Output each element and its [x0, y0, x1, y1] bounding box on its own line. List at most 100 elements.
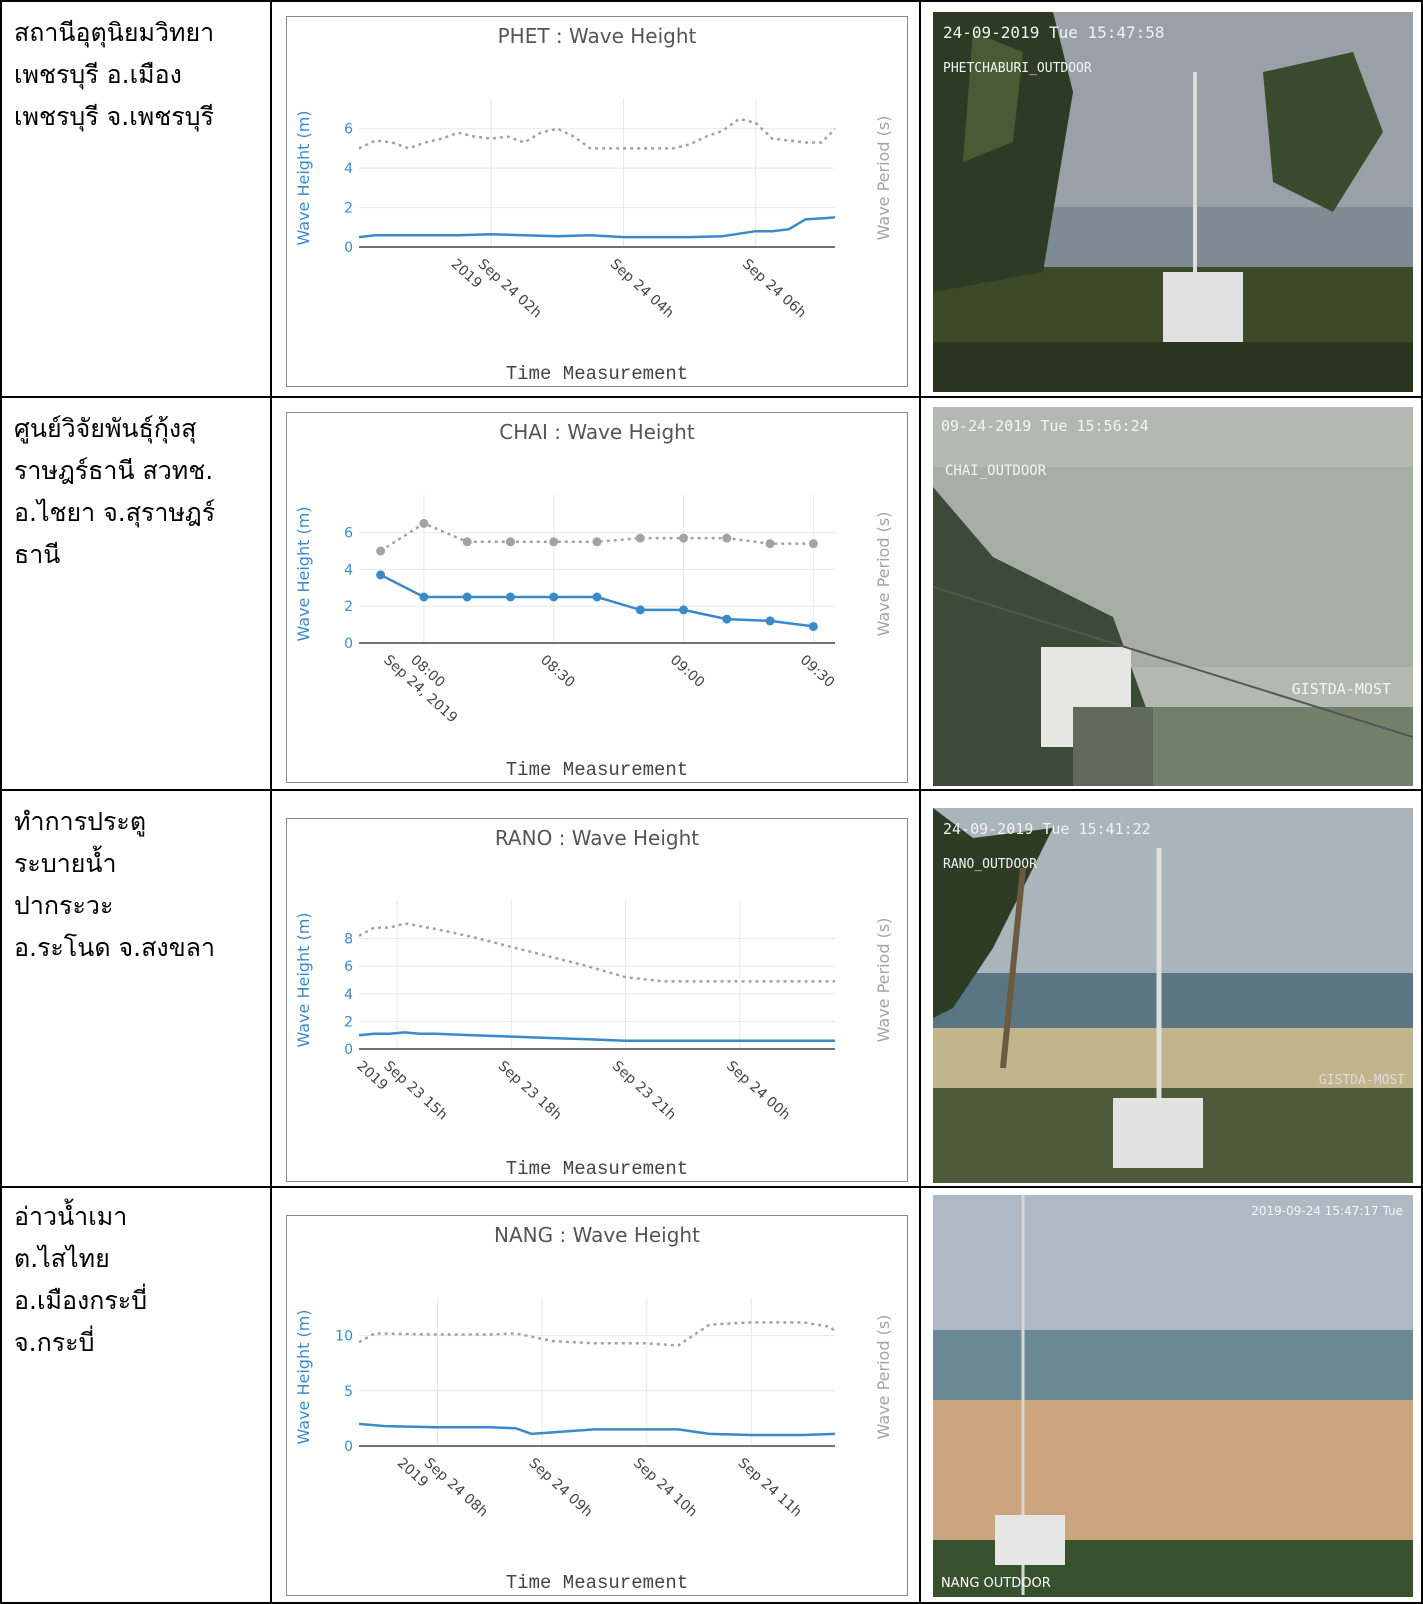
wave-period-line	[358, 922, 835, 983]
table-border-right	[1421, 0, 1423, 1604]
column-divider	[270, 0, 272, 1604]
y-tick-label: 2	[344, 1014, 353, 1030]
y-tick-label: 2	[344, 201, 353, 217]
table-border-top	[0, 0, 1423, 2]
station-label: สถานีอุตุนิยมวิทยา เพชรบุรี อ.เมือง เพชร…	[14, 18, 215, 131]
row-divider	[0, 789, 1423, 791]
y-axis-label: Wave Height (m)	[294, 912, 313, 1047]
height-point	[635, 605, 645, 615]
table-border-bottom	[0, 1602, 1423, 1604]
station-label: ศูนย์วิจัยพันธุ์กุ้งสุ ราษฎร์ธานี สวทช. …	[14, 414, 216, 569]
y-tick-label: 0	[344, 1439, 353, 1455]
height-point	[549, 592, 559, 602]
camera-caption: NANG OUTDOOR	[941, 1576, 1051, 1591]
column-divider	[919, 0, 921, 1604]
period-point	[462, 537, 472, 547]
x-axis-label: Time Measurement	[506, 1572, 688, 1594]
station-label: ทำการประตู ระบายน้ำ ปากระวะ อ.ระโนด จ.สง…	[14, 807, 216, 962]
x-tick-label-line: Sep 24 00h	[723, 1058, 793, 1123]
x-tick-label: Sep 24 11h	[735, 1455, 805, 1520]
wave-chart-phet: PHET : Wave Height 0 2 4 6 Wave Height (m) Wav…	[286, 16, 908, 387]
camera-timestamp: 2019-09-24 15:47:17 Tue	[1251, 1204, 1403, 1218]
row-divider	[0, 396, 1423, 398]
camera-image: 09-24-2019 Tue 15:56:24 CHAI_OUTDOOR GIS…	[933, 407, 1413, 786]
x-tick-label: Sep 24 08h2019	[394, 1442, 491, 1534]
y2-axis-label: Wave Period (s)	[874, 1315, 893, 1440]
chart-title: RANO : Wave Height	[495, 826, 699, 850]
y-tick-label: 0	[344, 240, 353, 256]
x-tick-label-line: Sep 24 04h	[607, 256, 677, 321]
station-label: อ่าวน้ำเมา ต.ไสไทย อ.เมืองกระบี่ จ.กระบี…	[14, 1202, 148, 1357]
y-tick-label: 10	[335, 1329, 353, 1345]
height-point	[505, 592, 515, 602]
wave-chart-rano: RANO : Wave Height 0 2 4 6 8 Wave Height (m) Wa…	[286, 818, 908, 1182]
chart-title: NANG : Wave Height	[494, 1223, 700, 1247]
y-tick-label: 2	[344, 599, 353, 615]
wave-chart-nang: NANG : Wave Height 0 5 10 Wave Height (m) Wav…	[286, 1215, 908, 1596]
x-tick-label: Sep 23 15h2019	[353, 1045, 450, 1137]
camera-caption: RANO_OUTDOOR	[943, 857, 1037, 872]
camera-timestamp: 24-09-2019 Tue 15:47:58	[943, 23, 1165, 42]
x-axis-label: Time Measurement	[506, 759, 688, 781]
period-point	[635, 533, 645, 543]
height-point	[722, 614, 732, 624]
height-point	[376, 570, 386, 580]
chart-title: CHAI : Wave Height	[499, 420, 695, 444]
wave-chart-svg: PHET : Wave Height 0 2 4 6 Wave Height (m) Wav…	[294, 24, 893, 385]
height-point	[592, 592, 602, 602]
height-point	[462, 592, 472, 602]
x-tick-label: Sep 24 10h	[630, 1455, 700, 1520]
period-point	[808, 539, 818, 549]
camera-caption: CHAI_OUTDOOR	[945, 463, 1047, 479]
x-tick-label-line: Sep 24 09h	[525, 1455, 595, 1520]
wave-chart-svg: CHAI : Wave Height 0 2 4 6 Wave Height (m) Wav…	[294, 420, 893, 781]
y-axis-label: Wave Height (m)	[294, 1309, 313, 1444]
wave-height-line	[358, 1031, 835, 1042]
y-tick-label: 8	[344, 932, 353, 948]
x-tick-label: 09:00	[667, 652, 708, 691]
x-tick-label-line: 09:30	[797, 652, 838, 691]
x-tick-label: Sep 24 00h	[723, 1058, 793, 1123]
camera-watermark: GISTDA-MOST	[1319, 1073, 1405, 1088]
period-point	[722, 533, 732, 543]
camera-photo-rano: 24-09-2019 Tue 15:41:22 RANO_OUTDOOR GIS…	[933, 808, 1413, 1183]
wave-height-line	[358, 216, 836, 239]
camera-photo-phet: 24-09-2019 Tue 15:47:58 PHETCHABURI_OUTD…	[933, 12, 1413, 392]
x-tick-label: 08:30	[537, 652, 578, 691]
x-axis-label: Time Measurement	[506, 1158, 688, 1180]
wave-period-line	[358, 1321, 836, 1347]
y-tick-label: 6	[344, 526, 353, 542]
x-tick-label-line: Sep 24 11h	[735, 1455, 805, 1520]
x-tick-label-line: Sep 23 15h	[380, 1058, 450, 1123]
wave-chart-svg: NANG : Wave Height 0 5 10 Wave Height (m) Wav…	[294, 1223, 893, 1594]
period-point	[592, 537, 602, 547]
y-axis-label: Wave Height (m)	[294, 110, 313, 245]
x-tick-label-line: Sep 24 10h	[630, 1455, 700, 1520]
period-point	[419, 518, 429, 528]
x-tick-label: Sep 24 02h2019	[448, 243, 545, 335]
y-tick-label: 6	[344, 122, 353, 138]
height-point	[808, 621, 818, 631]
x-tick-label-line: 08:30	[537, 652, 578, 691]
y-tick-label: 5	[344, 1384, 353, 1400]
period-point	[549, 537, 559, 547]
camera-image: 2019-09-24 15:47:17 Tue NANG OUTDOOR	[933, 1195, 1413, 1597]
x-tick-label: 09:30	[797, 652, 838, 691]
row-divider	[0, 1186, 1423, 1188]
height-point	[419, 592, 429, 602]
period-point	[679, 533, 689, 543]
x-tick-label: Sep 23 18h	[495, 1058, 565, 1123]
x-tick-label-line: 09:00	[667, 652, 708, 691]
y-tick-label: 0	[344, 1042, 353, 1058]
period-point	[505, 537, 515, 547]
period-point	[376, 546, 386, 556]
y-tick-label: 4	[344, 562, 353, 578]
y-axis-label: Wave Height (m)	[294, 506, 313, 641]
wave-period-line	[379, 522, 814, 553]
height-point	[679, 605, 689, 615]
camera-watermark: GISTDA-MOST	[1292, 680, 1391, 698]
y2-axis-label: Wave Period (s)	[874, 512, 893, 637]
y-tick-label: 0	[344, 636, 353, 652]
camera-timestamp: 24-09-2019 Tue 15:41:22	[943, 820, 1151, 838]
